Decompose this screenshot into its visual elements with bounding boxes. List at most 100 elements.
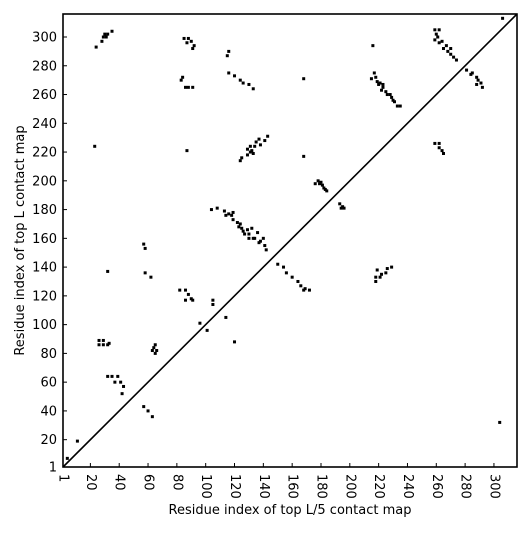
x-tick-label: 260 (429, 474, 444, 499)
contact-point (395, 104, 399, 108)
y-tick-label: 180 (32, 203, 57, 218)
contact-point (302, 77, 306, 81)
contact-point (237, 225, 241, 229)
contact-point (122, 384, 126, 388)
contact-point (307, 288, 311, 292)
contact-point (316, 179, 320, 183)
y-tick-label: 140 (32, 261, 57, 276)
contact-point (185, 149, 189, 153)
contact-point (449, 47, 453, 51)
contact-point (198, 321, 202, 325)
contact-point (191, 298, 195, 302)
contact-point (245, 228, 249, 232)
contact-point (211, 302, 215, 306)
y-tick-label: 60 (40, 376, 57, 391)
x-tick-label: 1 (56, 474, 71, 482)
contact-point (241, 81, 245, 85)
contact-point (143, 271, 147, 275)
contact-point (75, 439, 79, 443)
contact-point (454, 58, 458, 62)
contact-point (142, 405, 146, 409)
y-tick-label: 20 (40, 433, 57, 448)
x-tick-label: 80 (169, 474, 184, 491)
contact-point (446, 49, 450, 53)
contact-point (375, 80, 379, 84)
contact-point (119, 380, 123, 384)
contact-point (186, 85, 190, 89)
contact-point (184, 298, 188, 302)
contact-point (253, 236, 257, 240)
contact-point (224, 315, 228, 319)
plot-frame (62, 13, 518, 468)
contact-point (257, 137, 261, 141)
contact-point (319, 180, 323, 184)
y-tick-label: 200 (32, 174, 57, 189)
contact-point (179, 78, 183, 82)
contact-point (101, 338, 105, 342)
x-tick-label: 40 (112, 474, 127, 491)
contact-point (101, 35, 105, 39)
contact-point (94, 45, 98, 49)
contact-point (378, 81, 382, 85)
x-tick-label: 180 (313, 474, 328, 499)
contact-point (437, 41, 441, 45)
y-tick-label: 160 (32, 232, 57, 247)
y-tick-label: 240 (32, 117, 57, 132)
contact-point (107, 341, 111, 345)
contact-point (248, 144, 252, 148)
contact-point (182, 36, 186, 40)
contact-point (230, 213, 234, 217)
contact-point (313, 182, 317, 186)
contact-point (241, 229, 245, 233)
contact-point (476, 78, 480, 82)
x-tick-label: 100 (198, 474, 213, 499)
contact-point (433, 28, 437, 32)
contact-point (452, 55, 456, 59)
contact-point (437, 146, 441, 150)
contact-point (97, 343, 101, 347)
contact-point (251, 87, 255, 91)
contact-point (227, 71, 231, 75)
contact-point (113, 380, 117, 384)
contact-point (178, 288, 182, 292)
contact-point (479, 81, 483, 85)
contact-point (475, 75, 479, 79)
contact-point (192, 44, 196, 48)
y-tick-label: 280 (32, 59, 57, 74)
contact-point (235, 221, 239, 225)
contact-point (149, 275, 153, 279)
contact-point (152, 346, 156, 350)
contact-point (240, 156, 244, 160)
y-tick-label: 80 (40, 347, 57, 362)
contact-point (116, 374, 120, 378)
x-tick-label: 200 (342, 474, 357, 499)
x-tick-label: 60 (141, 474, 156, 491)
contact-point (205, 328, 209, 332)
contact-points (65, 16, 505, 460)
contact-point (436, 35, 440, 39)
contact-point (247, 82, 251, 86)
contact-point (120, 392, 124, 396)
contact-point (110, 374, 114, 378)
contact-point (110, 29, 114, 33)
contact-point (211, 298, 215, 302)
y-tick-label: 300 (32, 31, 57, 46)
y-tick-label: 1 (49, 461, 57, 476)
contact-point (437, 141, 441, 145)
contact-point (227, 212, 231, 216)
contact-point (339, 206, 343, 210)
contact-point (189, 39, 193, 43)
contact-point (374, 75, 378, 79)
contact-point (296, 279, 300, 283)
x-tick-label: 240 (400, 474, 415, 499)
contact-point (243, 232, 247, 236)
y-axis-ticks: 1204060801001201401601802002202402602803… (32, 31, 67, 476)
contact-point (222, 209, 226, 213)
contact-point (302, 154, 306, 158)
contact-point (250, 149, 254, 153)
contact-point (191, 47, 195, 51)
contact-point (266, 134, 270, 138)
contact-point (186, 292, 190, 296)
